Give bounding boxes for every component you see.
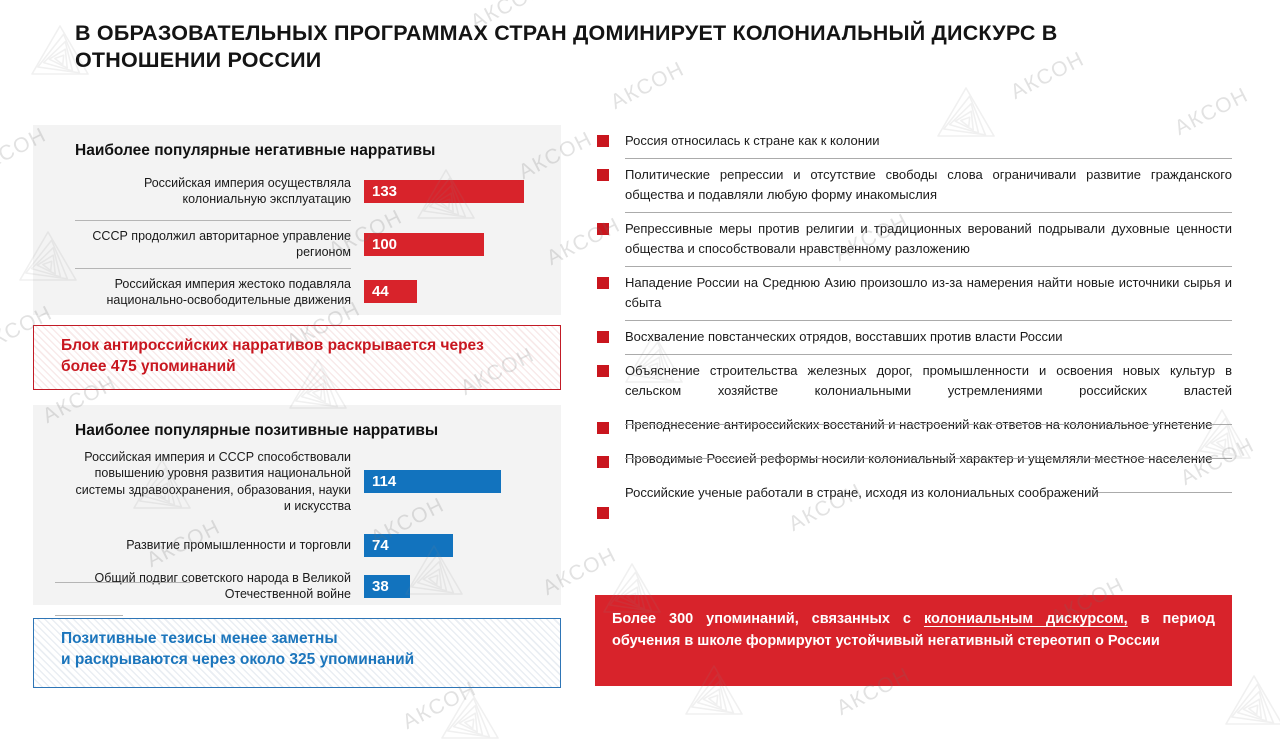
list-item: Россия относилась к стране как к колонии [595, 131, 1232, 159]
positive-narratives-panel: Наиболее популярные позитивные нарративы… [33, 405, 561, 616]
negative-narratives-panel: Наиболее популярные негативные нарративы… [33, 125, 561, 315]
list-item: Проводимые Россией реформы носили колони… [595, 449, 1232, 469]
bar-negative-1: 133 [364, 179, 524, 203]
list-item-text: Российские ученые работали в стране, исх… [625, 485, 1099, 500]
bar-value-label: 38 [372, 577, 389, 595]
bar-negative-2: 100 [364, 232, 484, 256]
row-divider [75, 220, 351, 221]
bullet-square-icon [597, 507, 609, 519]
page-title: В ОБРАЗОВАТЕЛЬНЫХ ПРОГРАММАХ СТРАН ДОМИН… [75, 21, 1058, 72]
bullet-square-icon [597, 331, 609, 343]
negative-bar-chart: Российская империя осуществляла колониал… [75, 169, 561, 308]
positive-chart-title: Наиболее популярные позитивные нарративы [75, 422, 439, 439]
chart-row: Российская империя жестоко подавляла нац… [75, 276, 561, 309]
bar-category-label: СССР продолжил авторитарное управление р… [92, 229, 351, 260]
negative-summary-callout: Блок антироссийских нарративов раскрывае… [33, 325, 561, 390]
bar-category-label: Общий подвиг советского народа в Великой… [94, 570, 352, 601]
bar-value-label: 100 [372, 235, 398, 253]
bar-category-label: Российская империя и СССР способствовали… [75, 450, 351, 513]
bullet-square-icon [597, 277, 609, 289]
bar-category-label: Развитие промышленности и торговли [126, 537, 351, 552]
list-item-text: Нападение России на Среднюю Азию произош… [625, 275, 1232, 310]
bar-value-label: 114 [372, 473, 397, 490]
list-item-text: Преподнесение антироссийских восстаний и… [625, 417, 1213, 432]
list-item: Политические репрессии и отсутствие своб… [595, 165, 1232, 213]
list-item-text: Восхваление повстанческих отрядов, восст… [625, 329, 1063, 344]
chart-row: Российская империя и СССР способствовали… [75, 449, 561, 514]
narratives-bullet-list: Россия относилась к стране как к колонии… [595, 131, 1232, 519]
bar-positive-3: 38 [364, 574, 410, 598]
banner-text-suffix: в период обучения в школе формируют усто… [612, 611, 1215, 649]
label-leader-line [55, 615, 123, 616]
bar-value-label: 133 [372, 182, 398, 200]
bar-value-label: 44 [372, 283, 389, 301]
positive-summary-callout: Позитивные тезисы менее заметны и раскры… [33, 618, 561, 688]
label-leader-line [55, 582, 190, 583]
conclusion-banner: Более 300 упоминаний, связанных с колони… [595, 595, 1232, 686]
chart-row: Российская империя осуществляла колониал… [75, 169, 561, 213]
bar-value-label: 74 [372, 536, 389, 554]
negative-chart-title: Наиболее популярные негативные нарративы [75, 142, 436, 159]
banner-text-underlined: колониальным дискурсом, [923, 611, 1128, 627]
bar-negative-3: 44 [364, 280, 417, 304]
bar-positive-1: 114 [364, 470, 501, 493]
watermark-logo-icon [441, 689, 499, 739]
conclusion-banner-text: Более 300 упоминаний, связанных с колони… [612, 608, 1215, 652]
list-item-text: Репрессивные меры против религии и тради… [625, 221, 1232, 256]
bullet-square-icon [597, 365, 609, 377]
bullet-square-icon [597, 135, 609, 147]
list-item-text: Проводимые Россией реформы носили колони… [625, 451, 1213, 466]
list-item: Репрессивные меры против религии и тради… [595, 219, 1232, 267]
chart-row: СССР продолжил авторитарное управление р… [75, 228, 561, 261]
list-item: Преподнесение антироссийских восстаний и… [595, 415, 1232, 435]
bar-positive-2: 74 [364, 533, 453, 557]
list-item-text: Политические репрессии и отсутствие своб… [625, 167, 1232, 202]
chart-row: Развитие промышленности и торговли 74 [75, 526, 561, 564]
bullet-square-icon [597, 422, 609, 434]
list-item-text: Россия относилась к стране как к колонии [625, 133, 880, 148]
bar-category-label: Российская империя жестоко подавляла нац… [106, 276, 351, 307]
list-item: Объяснение строительства железных дорог,… [595, 361, 1232, 401]
row-divider [75, 267, 351, 269]
list-item: Восхваление повстанческих отрядов, восст… [595, 327, 1232, 355]
list-item-text: Объяснение строительства железных дорог,… [625, 363, 1232, 398]
chart-row: Общий подвиг советского народа в Великой… [75, 564, 561, 608]
bullet-square-icon [597, 456, 609, 468]
bullet-square-icon [597, 223, 609, 235]
banner-text-prefix: Более 300 упоминаний, связанных с [612, 611, 924, 627]
positive-bar-chart: Российская империя и СССР способствовали… [55, 449, 561, 616]
list-item: Российские ученые работали в стране, исх… [595, 483, 1232, 519]
list-item: Нападение России на Среднюю Азию произош… [595, 273, 1232, 321]
bullet-square-icon [597, 169, 609, 181]
bar-category-label: Российская империя осуществляла колониал… [143, 175, 351, 206]
